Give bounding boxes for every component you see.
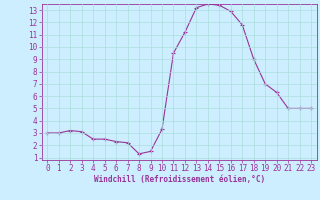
X-axis label: Windchill (Refroidissement éolien,°C): Windchill (Refroidissement éolien,°C)	[94, 175, 265, 184]
